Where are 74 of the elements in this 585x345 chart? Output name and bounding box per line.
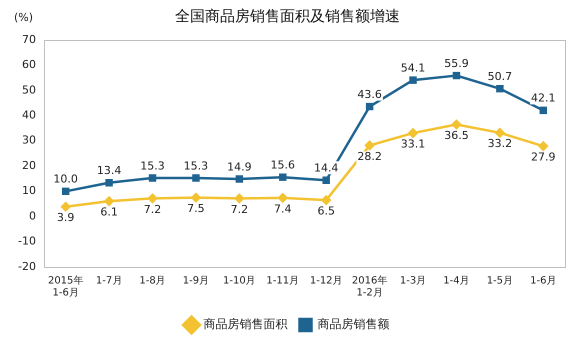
- data-label: 42.1: [531, 92, 556, 105]
- point: [191, 192, 201, 202]
- point: [148, 194, 158, 204]
- y-tick-label: 60: [22, 58, 36, 72]
- data-label: 54.1: [400, 61, 426, 74]
- point: [366, 102, 374, 110]
- x-tick-label: 1-5月: [486, 276, 514, 287]
- point: [540, 106, 548, 114]
- x-tick-label: 1-12月: [310, 276, 343, 287]
- data-label: 7.4: [274, 202, 292, 216]
- x-tick-label: 1-8月: [139, 276, 166, 287]
- point: [495, 128, 505, 138]
- x-tick-label: 2016年 1-2月: [352, 274, 388, 299]
- point: [279, 173, 286, 181]
- point: [236, 175, 244, 183]
- point: [364, 140, 374, 150]
- legend-label: 商品房销售面积: [204, 317, 288, 332]
- data-label: 33.1: [400, 137, 426, 150]
- y-tick-label: -20: [18, 260, 36, 273]
- data-label: 27.9: [531, 150, 556, 164]
- point: [192, 174, 200, 182]
- y-tick-label: 0: [28, 209, 36, 222]
- data-label: 7.5: [187, 202, 205, 215]
- y-tick-label: 30: [22, 134, 36, 147]
- point: [62, 188, 70, 196]
- point: [322, 176, 330, 184]
- y-tick-label: 20: [22, 158, 36, 172]
- data-label: 43.6: [357, 88, 382, 101]
- y-tick-label: 40: [22, 108, 36, 122]
- point: [104, 196, 114, 206]
- data-label: 14.9: [227, 160, 252, 174]
- data-label: 15.6: [270, 158, 296, 172]
- point: [278, 193, 288, 203]
- x-tick-label: 1-10月: [223, 276, 256, 287]
- point: [60, 202, 70, 212]
- data-label: 10.0: [53, 172, 78, 186]
- point: [234, 194, 244, 204]
- data-label: 7.2: [144, 202, 162, 216]
- x-tick-label: 1-6月: [530, 276, 556, 287]
- data-label: 50.7: [488, 70, 512, 84]
- data-label: 33.2: [488, 137, 512, 150]
- data-label: 6.1: [100, 206, 118, 219]
- chart-title: 全国商品房销售面积及销售额增速: [175, 6, 400, 25]
- y-tick-label: 50: [22, 83, 36, 96]
- data-label: 55.9: [444, 56, 469, 70]
- point: [538, 141, 548, 151]
- x-tick-label: 1-3月: [400, 276, 426, 287]
- data-label: 3.9: [56, 211, 74, 224]
- point: [148, 174, 156, 182]
- data-label: 15.3: [140, 159, 165, 172]
- legend-label: 商品房销售额: [318, 317, 390, 332]
- x-tick-label: 2015年 1-6月: [48, 274, 84, 299]
- data-label: 36.5: [444, 128, 469, 142]
- point: [496, 84, 504, 92]
- data-label: 7.2: [230, 202, 248, 216]
- data-label: 15.3: [184, 159, 208, 172]
- x-tick-label: 1-11月: [266, 276, 300, 287]
- point: [409, 76, 417, 84]
- point: [408, 128, 418, 138]
- y-axis-title: (%): [14, 10, 34, 24]
- data-label: 6.5: [317, 204, 335, 218]
- x-tick-label: 1-7月: [96, 276, 122, 287]
- point: [321, 195, 331, 205]
- point: [452, 120, 462, 130]
- data-label: 13.4: [96, 164, 122, 178]
- y-tick-label: 70: [22, 32, 36, 46]
- point: [452, 72, 460, 80]
- x-tick-label: 1-4月: [443, 276, 470, 287]
- data-label: 14.4: [314, 162, 338, 175]
- y-tick-label: -10: [18, 234, 36, 248]
- y-tick-label: 10: [22, 184, 36, 198]
- point: [105, 179, 113, 186]
- x-tick-label: 1-9月: [182, 276, 210, 287]
- data-label: 28.2: [357, 150, 382, 163]
